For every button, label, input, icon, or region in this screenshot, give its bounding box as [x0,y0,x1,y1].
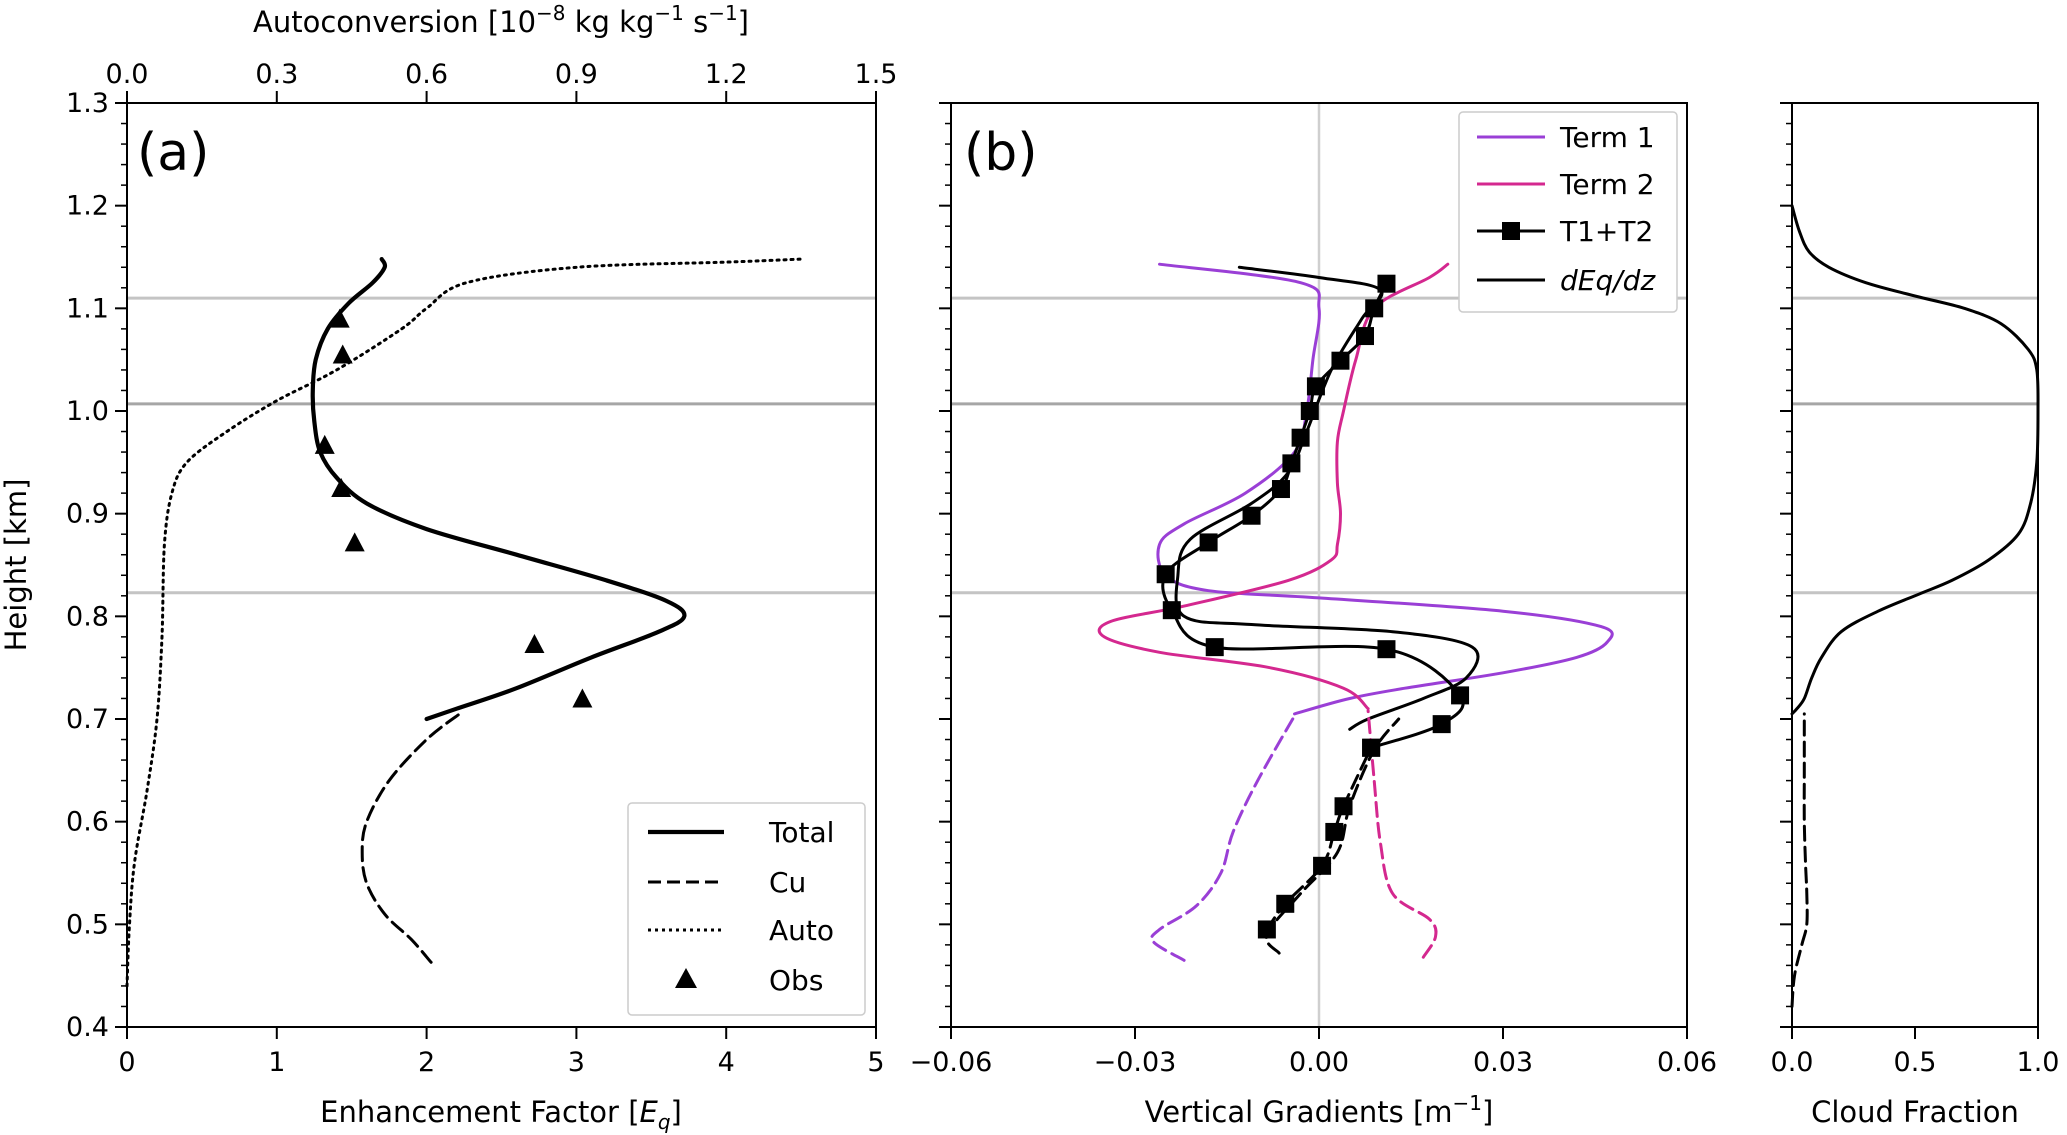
panel-a-legend: Total Cu Auto Obs [627,802,866,1016]
panel-a-series-auto [125,257,803,988]
legend-obs: Obs [769,964,823,997]
obs-point-1 [332,344,353,364]
panel-b-ticks: −0.06 −0.03 0.00 0.03 0.06 [910,102,1717,1078]
panel-a-y-axis-label: Height [km] [0,479,33,652]
panel-a-ytick-label: 1.3 [66,88,109,119]
panel-a-xtick-label: 3 [568,1047,585,1078]
panel-b-xtick-label: 0.00 [1289,1047,1349,1078]
panel-b-marker-t1t2_dash-3 [1325,822,1344,841]
panel-b-series [1097,262,1614,962]
panel-a-x2-axis-label: Autoconversion [10−8 kg kg−1 s−1] [253,1,749,39]
panel-b-marker-t1t2-11 [1156,565,1175,584]
panel-b-marker-t1t2-2 [1356,327,1374,346]
panel-c-reference-lines [1792,296,2038,595]
obs-point-6 [572,688,593,708]
panel-b-marker-t1t2_dash-5 [1362,738,1381,757]
panel-a-ytick-label: 1.1 [66,293,109,324]
panel-b-series-deqdz_dash [1264,717,1401,955]
panel-c-xtick-label: 1.0 [2017,1047,2060,1078]
legend-term2: Term 2 [1559,168,1655,201]
panel-b-series-term1_dash [1150,714,1296,962]
legend-auto: Auto [769,914,834,947]
obs-point-5 [524,634,545,654]
panel-b-xtick-label: 0.03 [1473,1047,1533,1078]
panel-b-series-term2_dash [1366,709,1438,959]
panel-b-xtick-label: −0.03 [1094,1047,1177,1078]
panel-a-series [125,257,803,988]
panel-a-ytick-label: 0.9 [66,499,109,530]
panel-c: 0.0 0.5 1.0 Cloud Fraction [1771,102,2060,1129]
panel-a-xtick-label: 0 [118,1047,135,1078]
panel-b-marker-t1t2-1 [1365,299,1384,318]
panel-c-series-cf_dash [1790,712,1809,1008]
panel-b-series-term1 [1156,262,1614,716]
panel-c-series-cf [1790,204,2040,716]
panel-b-marker-t1t2-16 [1432,715,1451,734]
panel-a-series-total [310,257,687,722]
panel-a-x2tick-label: 0.3 [255,59,298,90]
legend-cu: Cu [769,866,806,899]
panel-a-frame [126,102,877,1028]
panel-b-marker-t1t2-15 [1451,686,1470,705]
legend-obs-marker [675,968,697,988]
legend-deqdz: dEq/dz [1560,264,1656,297]
panel-b-series-term2 [1097,262,1450,711]
panel-a-xtick-label: 1 [268,1047,285,1078]
legend-term1: Term 1 [1559,121,1655,154]
panel-c-series [1790,204,2040,1008]
panel-a-ytick-label: 0.6 [66,807,109,838]
panel-b-marker-t1t2-9 [1242,506,1261,525]
panel-b-marker-t1t2_dash-1 [1276,894,1295,913]
panel-a-xtick-label: 2 [418,1047,435,1078]
panel-b-marker-t1t2-10 [1199,533,1218,552]
panel-c-xtick-label: 0.5 [1894,1047,1937,1078]
panel-a-x2tick-label: 1.2 [705,59,748,90]
panel-a-ticks: 0.4 0.5 0.6 0.7 0.8 0.9 1.0 1.1 1.2 1.3 0 1 2 3 4 5 0.0 0… [66,59,897,1078]
panel-a-ytick-label: 0.4 [66,1012,109,1043]
obs-point-4 [344,532,365,552]
panel-b-marker-t1t2-3 [1331,351,1350,370]
panel-a-series-cu [360,712,462,964]
panel-c-xtick-label: 0.0 [1771,1047,1814,1078]
panel-a-x2tick-label: 0.6 [405,59,448,90]
panel-a-reference-lines [127,296,876,595]
legend-t1t2-marker [1502,222,1520,240]
obs-point-3 [331,478,352,497]
panel-a-x2tick-label: 0.0 [106,59,149,90]
panel-b-marker-t1t2-13 [1205,638,1224,657]
panel-c-frame [1791,102,2039,1028]
obs-point-0 [329,308,350,328]
panel-a-ytick-label: 1.2 [66,191,109,222]
panel-b-xtick-label: 0.06 [1657,1047,1717,1078]
panel-b-label: (b) [964,123,1038,183]
panel-c-x-axis-label: Cloud Fraction [1811,1095,2019,1129]
panel-a-ytick-label: 1.0 [66,396,109,427]
legend-t1t2: T1+T2 [1559,215,1653,248]
obs-point-2 [314,434,335,454]
panel-a-ytick-label: 0.8 [66,601,109,632]
legend-total: Total [768,816,834,849]
panel-b-xtick-label: −0.06 [910,1047,993,1078]
panel-b-x-axis-label: Vertical Gradients [m−1] [1145,1091,1494,1129]
panel-b: −0.06 −0.03 0.00 0.03 0.06 (b) Vertical Grad… [910,102,1717,1129]
panel-a-x2tick-label: 1.5 [855,59,898,90]
panel-a-x-axis-label: Enhancement Factor [Eq] [320,1095,682,1134]
panel-a-x2tick-label: 0.9 [555,59,598,90]
panel-a-ytick-label: 0.5 [66,909,109,940]
panel-b-marker-t1t2-0 [1377,274,1396,293]
panel-a-ytick-label: 0.7 [66,704,109,735]
panel-a-xtick-label: 5 [867,1047,884,1078]
panel-c-ticks: 0.0 0.5 1.0 [1771,102,2060,1078]
panel-b-marker-t1t2-4 [1306,377,1325,396]
panel-a-xtick-label: 4 [718,1047,735,1078]
panel-b-marker-t1t2-14 [1377,640,1396,659]
panel-a: 0.4 0.5 0.6 0.7 0.8 0.9 1.0 1.1 1.2 1.3 0 1 2 3 4 5 0.0 0… [0,1,897,1134]
panel-b-legend: Term 1 Term 2 T1+T2 dEq/dz [1458,111,1678,313]
panel-b-series-deqdz [1174,265,1480,731]
panel-a-label: (a) [137,123,209,183]
panel-b-marker-t1t2_dash-2 [1313,856,1332,875]
